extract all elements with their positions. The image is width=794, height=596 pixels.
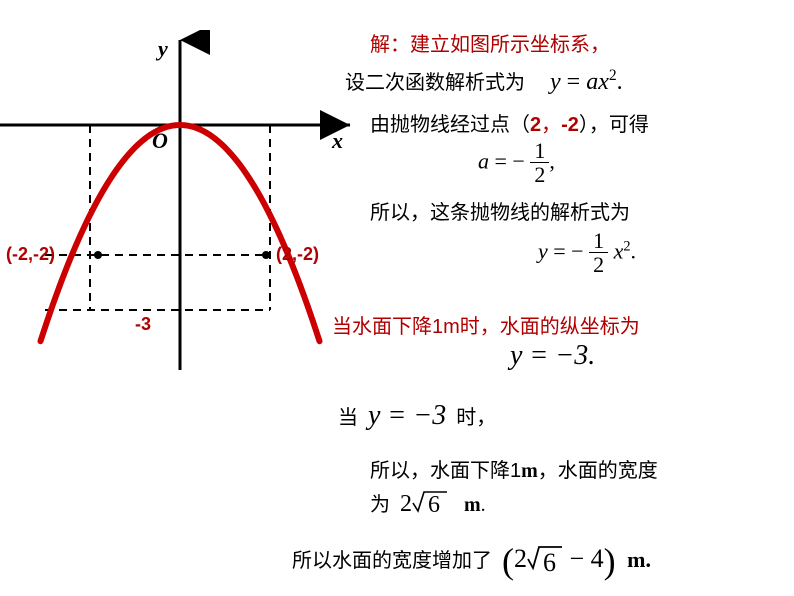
formula-a-value: a = − 12,	[478, 140, 555, 187]
step-5: 所以，这条抛物线的解析式为	[370, 196, 630, 225]
step-2-text: 设二次函数解析式为	[345, 72, 525, 94]
step-9: 当 y = −3 时，	[338, 400, 496, 432]
parabola-graph	[0, 30, 360, 380]
y-axis-label: y	[158, 36, 168, 62]
step-10: 所以，水面下降1m，水面的宽度	[370, 454, 658, 483]
graph-container: y x O (-2,-2) (2,-2) -3	[0, 30, 360, 380]
step-7: 当水面下降1m时，水面的纵坐标为	[332, 310, 640, 339]
formula-yax2: y = ax2.	[550, 69, 623, 95]
formula-y-minus3: y = −3.	[510, 340, 595, 372]
step-3: 由抛物线经过点（2，-2），可得	[370, 108, 649, 137]
formula-parabola: y = − 12 x2.	[538, 230, 636, 277]
step-11: 为 26 m.	[370, 488, 486, 518]
minus3-label: -3	[135, 314, 151, 335]
x-axis-label: x	[332, 128, 343, 154]
point-left-label: (-2,-2)	[6, 244, 55, 265]
formula-2sqrt6: 26	[400, 491, 454, 517]
step-12: 所以水面的宽度增加了 (26 − 4) m.	[292, 540, 651, 582]
formula-diff: (26 − 4)	[502, 544, 622, 573]
point-right-label: (2,-2)	[276, 244, 319, 265]
step-2: 设二次函数解析式为 y = ax2.	[345, 66, 623, 96]
origin-label: O	[152, 128, 168, 154]
step-1: 解：建立如图所示坐标系，	[370, 28, 610, 57]
